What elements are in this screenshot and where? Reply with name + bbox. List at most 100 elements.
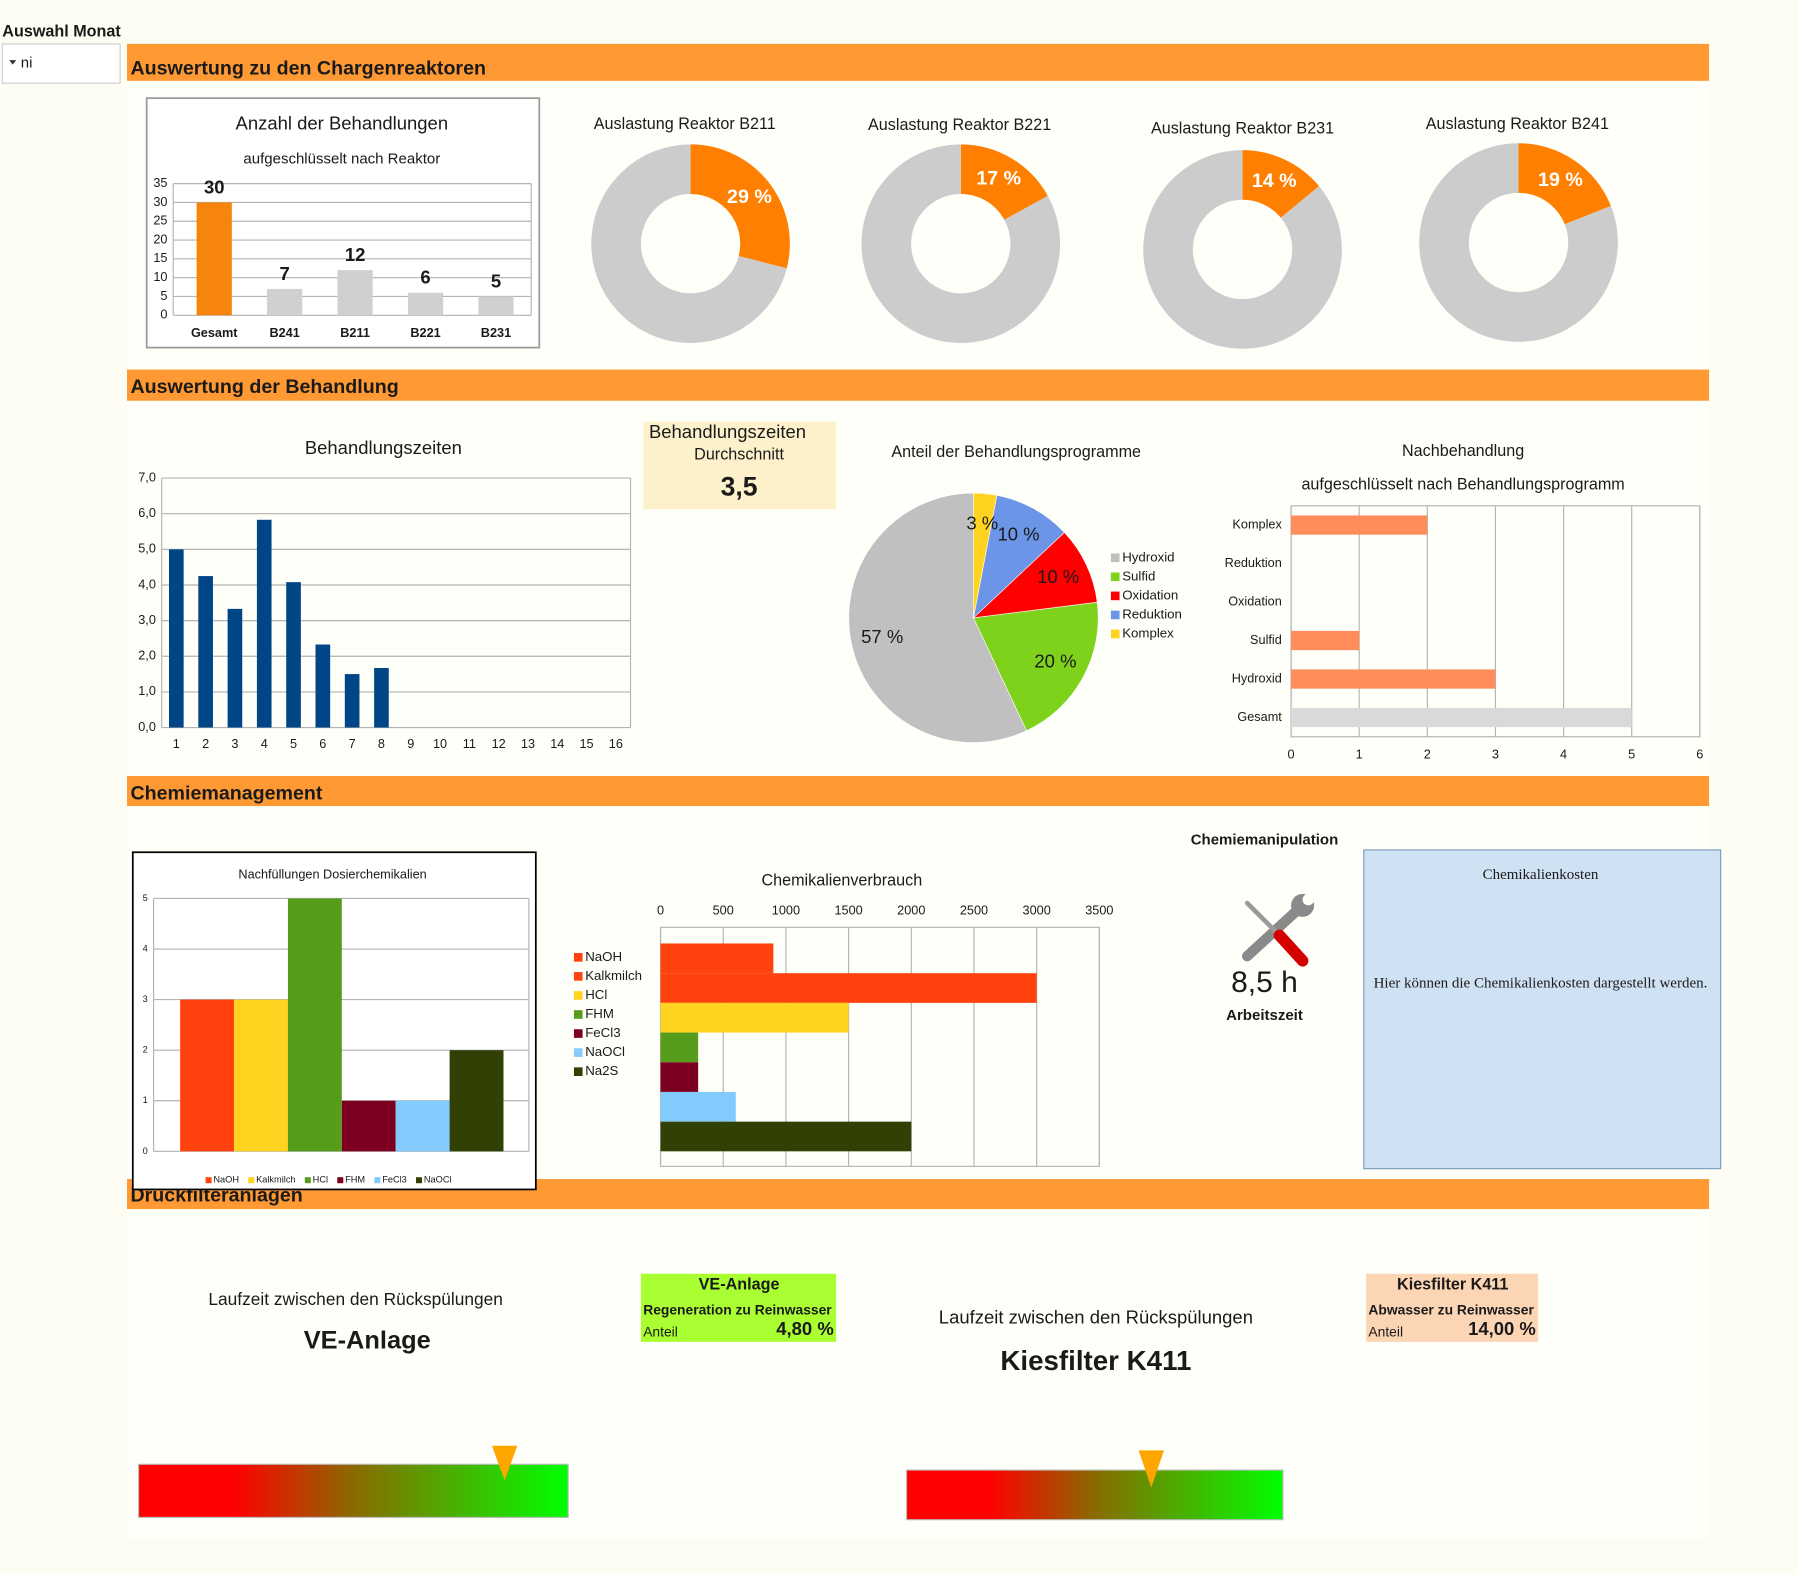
kpi-box <box>643 421 837 510</box>
x-tick-label: 3 <box>1492 748 1499 762</box>
bar <box>449 1050 504 1152</box>
gauge-marker <box>1138 1450 1165 1488</box>
section-bar <box>127 43 1710 81</box>
data-label: 12 <box>345 244 366 265</box>
chart-subtitle: aufgeschlüsselt nach Reaktor <box>243 150 440 167</box>
y-tick-label: 20 <box>153 232 167 246</box>
data-label: 6 <box>420 267 430 288</box>
y-tick-label: 35 <box>153 176 167 190</box>
legend-swatch <box>205 1177 212 1184</box>
donut-segment <box>1242 150 1320 218</box>
y-tick-label: 0 <box>143 1146 148 1156</box>
filter-caption: Laufzeit zwischen den Rückspülungen <box>939 1307 1253 1328</box>
x-tick-label: 1000 <box>772 903 800 917</box>
month-select[interactable] <box>1 43 121 84</box>
legend-swatch <box>573 1010 583 1019</box>
y-tick-label: 7,0 <box>138 470 156 484</box>
bar <box>1291 669 1496 689</box>
data-label: 14 % <box>1252 170 1297 192</box>
bar <box>660 1032 699 1063</box>
bar <box>227 608 243 728</box>
legend-swatch <box>1110 610 1120 620</box>
y-tick-label: 2,0 <box>138 649 156 663</box>
pie-slice <box>973 601 1099 732</box>
chart-title: Auslastung Reaktor B221 <box>868 116 1051 134</box>
bar <box>374 668 389 728</box>
legend-swatch <box>573 1048 583 1057</box>
bar <box>286 582 301 728</box>
filter-box-subtitle: Abwasser zu Reinwasser <box>1368 1301 1534 1317</box>
bar <box>1291 515 1428 535</box>
x-tick-label: B231 <box>481 326 511 340</box>
legend-label: HCl <box>313 1175 328 1185</box>
legend-label: FHM <box>345 1175 365 1185</box>
y-tick-label: 15 <box>153 251 167 265</box>
y-tick-label: 4 <box>143 943 148 953</box>
x-tick-label: 1 <box>173 737 180 751</box>
y-tick-label: Hydroxid <box>1232 671 1282 685</box>
legend-swatch <box>573 991 583 1000</box>
filter-caption: Laufzeit zwischen den Rückspülungen <box>208 1289 503 1309</box>
data-label: 7 <box>280 263 290 284</box>
x-tick-label: 3 <box>231 737 238 751</box>
x-tick-label: 16 <box>609 737 623 751</box>
dropdown-arrow[interactable] <box>9 60 17 65</box>
donut-segment <box>591 144 787 343</box>
bar <box>180 999 235 1152</box>
legend-label: FeCl3 <box>382 1175 407 1185</box>
section-bar <box>127 776 1710 807</box>
data-label: 10 % <box>997 524 1039 545</box>
x-tick-label: 3500 <box>1085 903 1113 917</box>
donut-segment <box>690 144 790 269</box>
pie-slice <box>972 532 1098 619</box>
bar <box>660 1091 736 1122</box>
legend-label: Oxidation <box>1122 587 1178 602</box>
chart-title: Auslastung Reaktor B211 <box>594 115 776 133</box>
gauge <box>905 1469 1284 1521</box>
legend-swatch <box>573 1029 583 1038</box>
legend-label: NaOH <box>213 1175 239 1185</box>
bar <box>234 999 288 1152</box>
month-value[interactable]: ni <box>21 54 33 71</box>
pie-slice <box>848 492 1027 743</box>
chart-title: Auslastung Reaktor B231 <box>1151 120 1334 138</box>
cost-title: Chemikalienkosten <box>1483 867 1599 883</box>
y-tick-label: 1 <box>143 1095 148 1105</box>
y-tick-label: Gesamt <box>1237 710 1282 724</box>
y-tick-label: Reduktion <box>1225 556 1282 570</box>
y-tick-label: Sulfid <box>1250 633 1282 647</box>
filter-box-label: Anteil <box>643 1323 678 1339</box>
filter-box-title: Kiesfilter K411 <box>1397 1276 1508 1294</box>
legend-label: NaOCl <box>585 1044 625 1059</box>
x-tick-label: 4 <box>261 737 268 751</box>
legend-swatch <box>416 1177 423 1184</box>
donut-segment <box>1143 150 1342 349</box>
x-tick-label: 7 <box>349 737 356 751</box>
filter-box-value: 4,80 % <box>776 1318 834 1339</box>
x-tick-label: 2500 <box>960 903 988 917</box>
section-title: Auswertung der Behandlung <box>130 376 398 398</box>
y-tick-label: 30 <box>153 195 167 209</box>
section-title: Auswertung zu den Chargenreaktoren <box>130 57 485 79</box>
filter-box-title: VE-Anlage <box>699 1276 780 1294</box>
data-label: 29 % <box>727 186 772 208</box>
manip-value: 8,5 h <box>1231 966 1298 999</box>
pie-slice <box>973 494 1065 619</box>
donut-segment <box>1518 143 1611 225</box>
x-tick-label: 4 <box>1560 748 1567 762</box>
bar <box>660 1121 912 1152</box>
bar <box>341 1100 396 1152</box>
cost-text: Hier können die Chemikalienkosten darges… <box>1374 975 1708 991</box>
bar <box>168 549 184 728</box>
legend-swatch <box>374 1177 381 1184</box>
legend-label: Na2S <box>585 1063 618 1078</box>
data-label: 20 % <box>1034 651 1076 672</box>
chart-title: Nachfüllungen Dosierchemikalien <box>238 868 426 882</box>
x-tick-label: 0 <box>657 903 664 917</box>
x-tick-label: B221 <box>410 326 440 340</box>
legend-swatch <box>573 953 583 962</box>
legend-swatch <box>1110 572 1120 582</box>
x-tick-label: 0 <box>1288 748 1295 762</box>
